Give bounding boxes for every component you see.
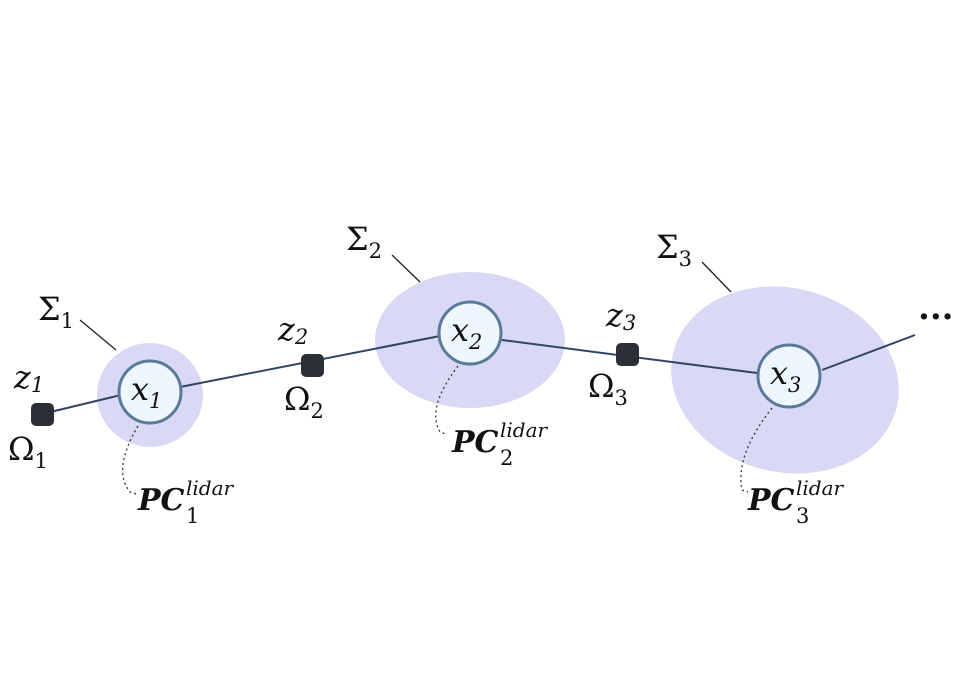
sigma-leader-1 <box>80 320 116 350</box>
pc-3-label: PC lidar 3 <box>747 476 845 528</box>
omega-2-label: Ω2 <box>284 380 324 423</box>
pc-2-label: PC lidar 2 <box>451 418 549 470</box>
factor-2 <box>301 354 324 377</box>
sigma-3-label: Σ3 <box>656 228 692 271</box>
sigma-2-label: Σ2 <box>346 220 382 263</box>
svg-text:3: 3 <box>796 504 809 528</box>
svg-text:lidar: lidar <box>500 418 549 442</box>
node-x3: x3 <box>758 345 820 407</box>
svg-text:lidar: lidar <box>186 476 235 500</box>
factor-prior-1 <box>31 403 54 426</box>
sigma-leader-2 <box>392 255 420 282</box>
svg-text:1: 1 <box>186 504 199 528</box>
svg-text:lidar: lidar <box>796 476 845 500</box>
omega-3-label: Ω3 <box>588 367 628 410</box>
node-x1-index: 1 <box>149 389 162 413</box>
node-x2-index: 2 <box>468 330 482 354</box>
svg-text:2: 2 <box>500 446 513 470</box>
continuation-ellipsis: ··· <box>918 297 954 337</box>
node-x3-symbol: x <box>770 354 788 392</box>
z-2-label: z2 <box>277 310 308 349</box>
node-x2: x2 <box>439 302 501 364</box>
node-x2-symbol: x <box>451 311 469 349</box>
sigma-leader-3 <box>702 262 731 292</box>
svg-text:PC: PC <box>451 425 499 460</box>
sigma-1-label: Σ1 <box>38 290 74 333</box>
node-x1-symbol: x <box>131 370 149 408</box>
svg-text:PC: PC <box>137 483 185 518</box>
factor-3 <box>616 343 639 366</box>
omega-1-label: Ω1 <box>8 430 48 473</box>
node-x3-index: 3 <box>788 373 801 397</box>
z-1-label: z1 <box>13 358 44 397</box>
z-3-label: z3 <box>605 296 636 335</box>
node-x1: x1 <box>119 361 181 423</box>
pc-1-label: PC lidar 1 <box>137 476 235 528</box>
svg-text:PC: PC <box>747 483 795 518</box>
